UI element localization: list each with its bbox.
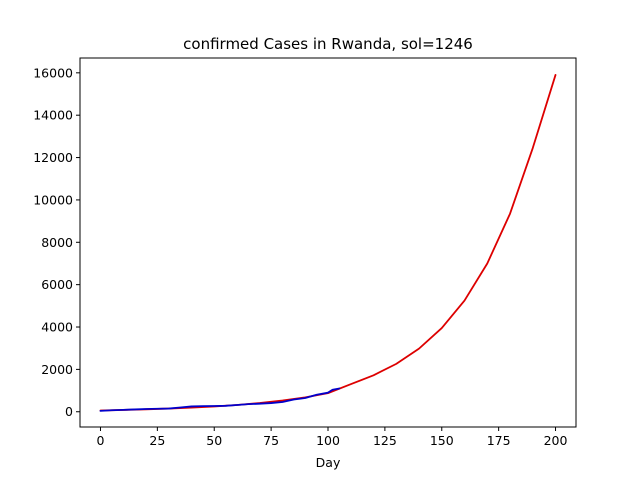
series-1-line <box>99 387 341 412</box>
y-tick-label: 14000 <box>33 108 73 123</box>
y-tick-label: 0 <box>65 404 73 419</box>
x-tick-label: 125 <box>373 433 397 448</box>
y-tick-label: 12000 <box>33 150 73 165</box>
axes-layer: 0 25 50 75 100 125 150 175 200020004000600080001… <box>33 57 577 448</box>
x-axis-label: Day <box>316 455 341 470</box>
x-tick-label: 50 <box>206 433 222 448</box>
y-tick-label: 10000 <box>33 192 73 207</box>
y-tick-label: 4000 <box>41 320 73 335</box>
y-tick-label: 8000 <box>41 235 73 250</box>
x-tick-label: 25 <box>149 433 165 448</box>
x-tick-label: 200 <box>544 433 568 448</box>
y-tick-label: 16000 <box>33 65 73 80</box>
x-tick-label: 175 <box>487 433 511 448</box>
x-tick-label: 75 <box>263 433 279 448</box>
x-tick-label: 0 <box>97 433 105 448</box>
y-tick-label: 6000 <box>41 277 73 292</box>
x-tick-label: 150 <box>430 433 454 448</box>
x-tick-label: 100 <box>316 433 340 448</box>
series-layer <box>99 74 557 412</box>
y-tick-label: 2000 <box>41 362 73 377</box>
chart-title: confirmed Cases in Rwanda, sol=1246 <box>183 35 473 53</box>
